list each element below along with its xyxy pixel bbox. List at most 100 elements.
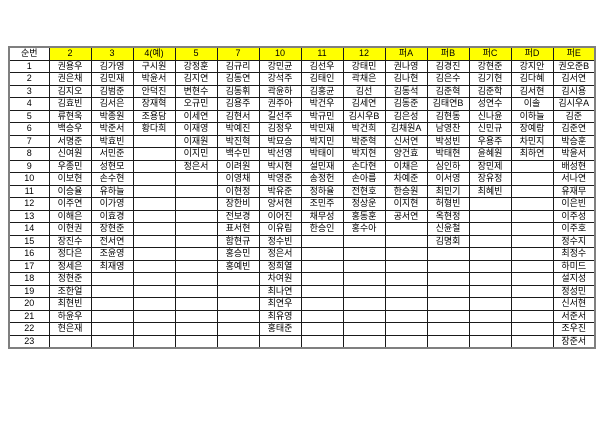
data-cell[interactable]: 서나연 <box>552 172 596 186</box>
data-cell[interactable]: 차예준 <box>384 172 428 186</box>
data-cell[interactable] <box>426 284 470 298</box>
data-cell[interactable]: 박지현 <box>342 147 386 161</box>
data-cell[interactable] <box>300 322 344 336</box>
data-cell[interactable]: 한승인 <box>300 222 344 236</box>
column-header[interactable]: 퍼A <box>384 46 428 61</box>
data-cell[interactable] <box>468 209 512 223</box>
data-cell[interactable]: 이은빈 <box>552 197 596 211</box>
data-cell[interactable] <box>510 284 554 298</box>
data-cell[interactable] <box>426 309 470 323</box>
data-cell[interactable]: 심인하 <box>426 159 470 173</box>
data-cell[interactable]: 허형빈 <box>426 197 470 211</box>
data-cell[interactable] <box>90 322 134 336</box>
data-cell[interactable]: 설지성 <box>552 272 596 286</box>
data-cell[interactable] <box>510 222 554 236</box>
data-cell[interactable] <box>174 234 218 248</box>
data-cell[interactable]: 이주호 <box>552 222 596 236</box>
row-number-cell[interactable]: 10 <box>8 172 50 186</box>
data-cell[interactable] <box>174 247 218 261</box>
data-cell[interactable]: 오규민 <box>174 97 218 111</box>
data-cell[interactable]: 길선주 <box>258 109 302 123</box>
data-cell[interactable]: 권주아 <box>258 97 302 111</box>
column-header[interactable]: 퍼C <box>468 46 512 61</box>
data-cell[interactable]: 권오준B <box>552 59 596 73</box>
data-cell[interactable] <box>384 272 428 286</box>
row-number-cell[interactable]: 13 <box>8 209 50 223</box>
data-cell[interactable]: 유하늘 <box>90 184 134 198</box>
data-cell[interactable]: 조민주 <box>300 197 344 211</box>
data-cell[interactable] <box>342 322 386 336</box>
data-cell[interactable]: 이해은 <box>48 209 92 223</box>
data-cell[interactable]: 이하늘 <box>510 109 554 123</box>
data-cell[interactable] <box>510 272 554 286</box>
data-cell[interactable]: 이유림 <box>258 222 302 236</box>
data-cell[interactable]: 윤혜원 <box>468 147 512 161</box>
column-header[interactable]: 5 <box>174 46 218 61</box>
data-cell[interactable] <box>342 309 386 323</box>
data-cell[interactable]: 이지현 <box>384 197 428 211</box>
data-cell[interactable]: 변현수 <box>174 84 218 98</box>
data-cell[interactable] <box>510 334 554 349</box>
data-cell[interactable] <box>174 209 218 223</box>
data-cell[interactable]: 구시원 <box>132 59 176 73</box>
data-cell[interactable]: 신민규 <box>468 122 512 136</box>
row-number-cell[interactable]: 2 <box>8 72 50 86</box>
data-cell[interactable]: 우종민 <box>48 159 92 173</box>
data-cell[interactable]: 정수지 <box>552 234 596 248</box>
data-cell[interactable]: 정성민 <box>552 284 596 298</box>
data-cell[interactable]: 김준연 <box>552 122 596 136</box>
data-cell[interactable]: 이영채 <box>216 172 260 186</box>
data-cell[interactable]: 유재무 <box>552 184 596 198</box>
data-cell[interactable]: 조한얼 <box>48 284 92 298</box>
data-cell[interactable] <box>426 334 470 349</box>
data-cell[interactable]: 김민재 <box>90 72 134 86</box>
data-cell[interactable] <box>300 272 344 286</box>
data-cell[interactable]: 박규민 <box>300 109 344 123</box>
data-cell[interactable] <box>132 247 176 261</box>
data-cell[interactable] <box>384 284 428 298</box>
data-cell[interactable] <box>468 322 512 336</box>
data-cell[interactable]: 박선영 <box>258 147 302 161</box>
data-cell[interactable] <box>342 272 386 286</box>
data-cell[interactable]: 박진혁 <box>216 134 260 148</box>
data-cell[interactable] <box>258 334 302 349</box>
data-cell[interactable]: 김시우A <box>552 97 596 111</box>
data-cell[interactable] <box>510 159 554 173</box>
column-header[interactable]: 7 <box>216 46 260 61</box>
data-cell[interactable] <box>132 297 176 311</box>
data-cell[interactable] <box>468 247 512 261</box>
data-cell[interactable] <box>216 322 260 336</box>
data-cell[interactable]: 공서연 <box>384 209 428 223</box>
data-cell[interactable]: 이재영 <box>174 122 218 136</box>
data-cell[interactable]: 최나연 <box>258 284 302 298</box>
data-cell[interactable]: 신서현 <box>552 297 596 311</box>
data-cell[interactable]: 김시우B <box>342 109 386 123</box>
data-cell[interactable] <box>132 159 176 173</box>
data-cell[interactable]: 곽윤하 <box>258 84 302 98</box>
data-cell[interactable]: 우용주 <box>468 134 512 148</box>
data-cell[interactable]: 김지오 <box>48 84 92 98</box>
data-cell[interactable]: 양건효 <box>384 147 428 161</box>
data-cell[interactable]: 서준서 <box>552 309 596 323</box>
data-cell[interactable]: 김홍균 <box>300 84 344 98</box>
data-cell[interactable] <box>468 284 512 298</box>
data-cell[interactable]: 최연우 <box>258 297 302 311</box>
data-cell[interactable] <box>132 234 176 248</box>
row-number-cell[interactable]: 9 <box>8 159 50 173</box>
row-number-cell[interactable]: 6 <box>8 122 50 136</box>
data-cell[interactable] <box>510 259 554 273</box>
data-cell[interactable]: 권용우 <box>48 59 92 73</box>
data-cell[interactable]: 홍예빈 <box>216 259 260 273</box>
data-cell[interactable] <box>384 322 428 336</box>
data-cell[interactable]: 김용주 <box>216 97 260 111</box>
row-number-cell[interactable]: 22 <box>8 322 50 336</box>
data-cell[interactable] <box>384 309 428 323</box>
data-cell[interactable]: 현은재 <box>48 322 92 336</box>
data-cell[interactable] <box>342 259 386 273</box>
data-cell[interactable]: 김준학 <box>468 84 512 98</box>
data-cell[interactable] <box>468 222 512 236</box>
data-cell[interactable]: 정수빈 <box>258 234 302 248</box>
data-cell[interactable]: 김기현 <box>468 72 512 86</box>
data-cell[interactable] <box>426 322 470 336</box>
data-cell[interactable]: 김지연 <box>174 72 218 86</box>
